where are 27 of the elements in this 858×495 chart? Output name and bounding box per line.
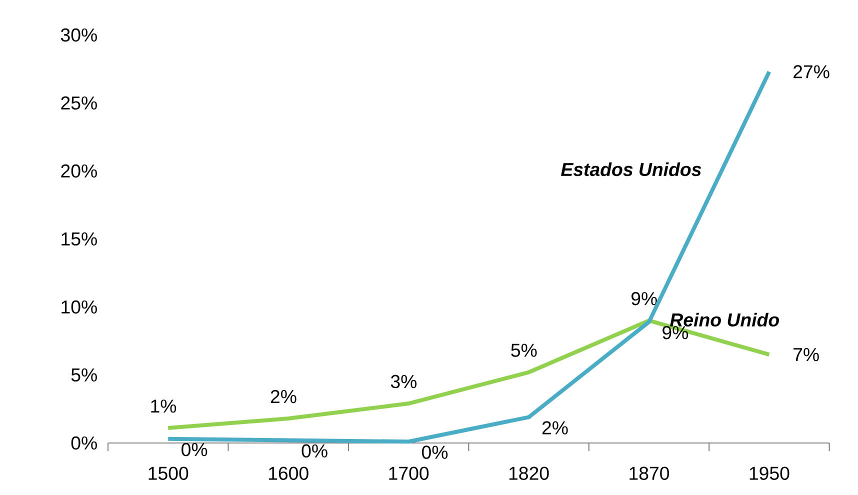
data-label: 2% [270, 390, 296, 404]
data-label: 27% [794, 65, 830, 78]
series-label: Estados Unidos [561, 162, 702, 176]
data-label: 3% [390, 374, 417, 388]
y-tick-label: 30% [60, 28, 97, 42]
x-tick-label: 1820 [509, 466, 549, 480]
x-tick-label: 1950 [750, 466, 790, 480]
y-tick-label: 0% [71, 436, 97, 450]
y-tick-label: 10% [62, 300, 97, 314]
x-tick-label: 1870 [630, 466, 670, 480]
series-label: Reino Unido [670, 312, 780, 327]
data-label: 0% [302, 444, 328, 458]
data-label: 9% [632, 292, 657, 306]
data-label: 9% [662, 326, 688, 340]
y-tick-label: 20% [61, 164, 97, 178]
x-tick-label: 1500 [148, 466, 188, 480]
data-label: 1% [151, 400, 176, 413]
y-tick-label: 15% [62, 232, 97, 246]
x-tick-label: 1600 [268, 466, 308, 480]
data-label: 5% [511, 344, 537, 357]
data-label: 2% [542, 421, 568, 434]
data-label: 0% [182, 442, 208, 456]
x-tick-label: 1700 [389, 466, 429, 480]
data-label: 7% [794, 348, 819, 362]
y-tick-label: 5% [71, 368, 97, 382]
data-label: 0% [422, 446, 448, 459]
y-tick-label: 25% [61, 96, 97, 110]
